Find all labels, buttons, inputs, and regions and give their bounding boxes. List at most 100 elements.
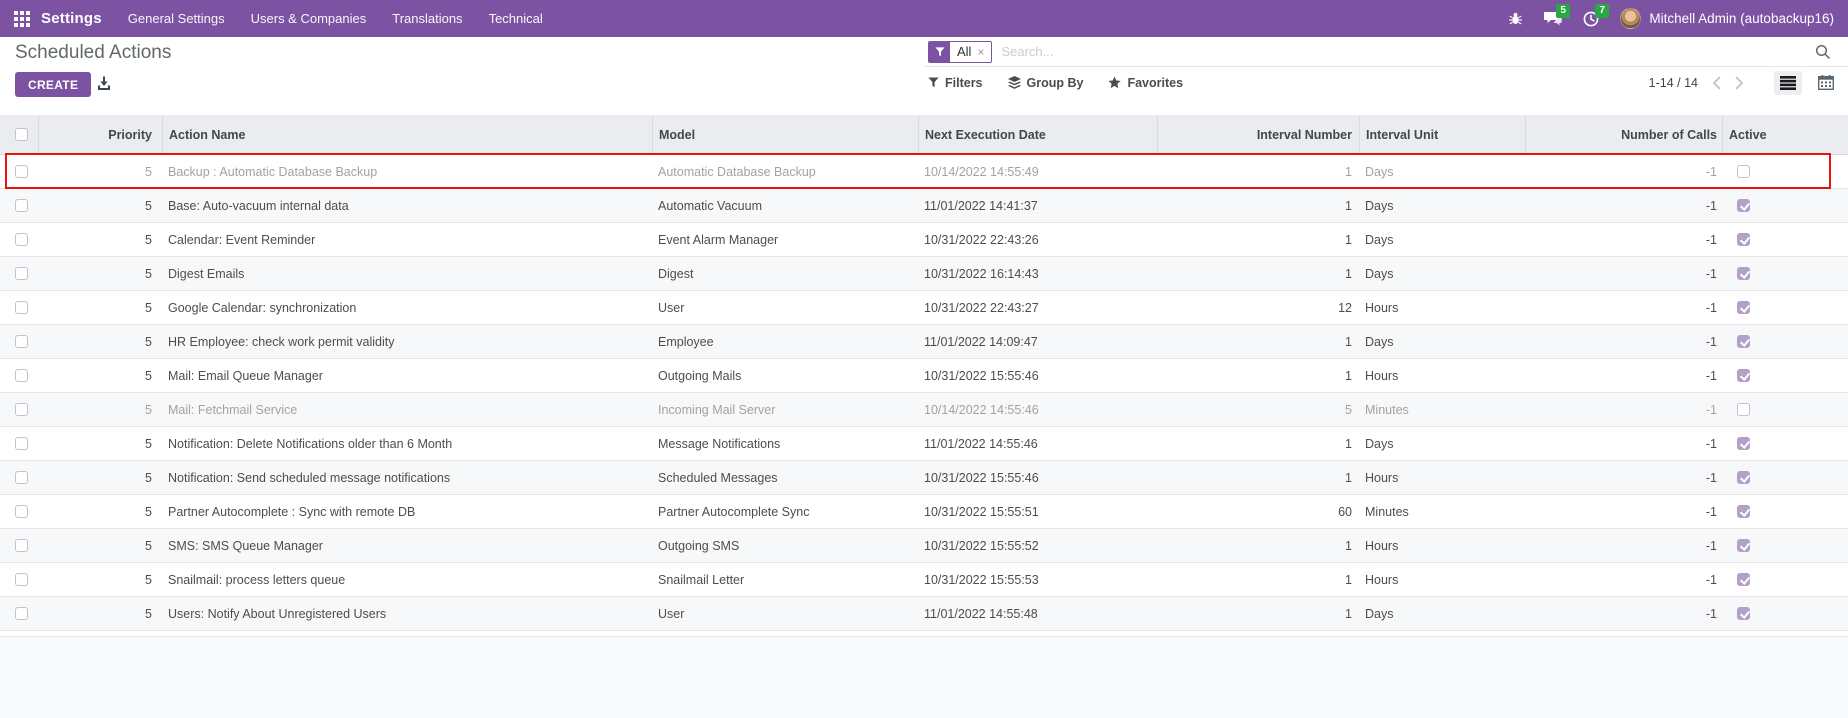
cell-interval-number[interactable]: 1 bbox=[1345, 436, 1352, 451]
column-header-interval-number[interactable]: Interval Number bbox=[1157, 115, 1359, 154]
create-button[interactable]: CREATE bbox=[15, 72, 92, 97]
table-row[interactable]: 5 Calendar: Event Reminder Event Alarm M… bbox=[0, 223, 1848, 257]
row-select-checkbox[interactable] bbox=[15, 471, 28, 484]
export-download-icon[interactable] bbox=[97, 76, 111, 90]
cell-active[interactable] bbox=[1722, 359, 1848, 392]
cell-active[interactable] bbox=[1722, 257, 1848, 290]
active-checkbox[interactable] bbox=[1737, 165, 1750, 178]
cell-model[interactable]: Scheduled Messages bbox=[658, 470, 778, 485]
row-select-cell[interactable] bbox=[0, 495, 38, 528]
cell-interval-number[interactable]: 1 bbox=[1345, 606, 1352, 621]
cell-model[interactable]: Outgoing Mails bbox=[658, 368, 742, 383]
row-select-checkbox[interactable] bbox=[15, 403, 28, 416]
table-row[interactable]: 5 Notification: Delete Notifications old… bbox=[0, 427, 1848, 461]
cell-active[interactable] bbox=[1722, 223, 1848, 256]
menu-users-companies[interactable]: Users & Companies bbox=[250, 11, 367, 26]
cell-active[interactable] bbox=[1722, 291, 1848, 324]
cell-number-of-calls[interactable]: -1 bbox=[1705, 436, 1717, 451]
filters-button[interactable]: Filters bbox=[928, 76, 983, 90]
cell-interval-number[interactable]: 1 bbox=[1345, 164, 1352, 179]
cell-action-name[interactable]: Partner Autocomplete : Sync with remote … bbox=[168, 504, 416, 519]
cell-action-name[interactable]: Google Calendar: synchronization bbox=[168, 300, 357, 315]
search-input[interactable]: Search... bbox=[1001, 44, 1054, 59]
active-checkbox[interactable] bbox=[1737, 471, 1750, 484]
debug-bug-icon[interactable] bbox=[1508, 11, 1523, 26]
table-row[interactable]: 5 Partner Autocomplete : Sync with remot… bbox=[0, 495, 1848, 529]
cell-number-of-calls[interactable]: -1 bbox=[1705, 402, 1717, 417]
row-select-cell[interactable] bbox=[0, 461, 38, 494]
cell-priority[interactable]: 5 bbox=[145, 606, 152, 621]
cell-interval-unit[interactable]: Hours bbox=[1365, 538, 1399, 553]
pager-previous-icon[interactable] bbox=[1712, 75, 1722, 90]
cell-action-name[interactable]: Notification: Send scheduled message not… bbox=[168, 470, 451, 485]
cell-interval-number[interactable]: 1 bbox=[1345, 368, 1352, 383]
cell-number-of-calls[interactable]: -1 bbox=[1705, 368, 1717, 383]
cell-number-of-calls[interactable]: -1 bbox=[1705, 232, 1717, 247]
row-select-checkbox[interactable] bbox=[15, 573, 28, 586]
cell-priority[interactable]: 5 bbox=[145, 402, 152, 417]
column-header-next-execution-date[interactable]: Next Execution Date bbox=[918, 115, 1157, 154]
cell-priority[interactable]: 5 bbox=[145, 266, 152, 281]
cell-priority[interactable]: 5 bbox=[145, 504, 152, 519]
cell-priority[interactable]: 5 bbox=[145, 300, 152, 315]
select-all-checkbox-cell[interactable] bbox=[0, 115, 38, 154]
search-bar[interactable]: All × Search... bbox=[925, 37, 1848, 67]
current-app-name[interactable]: Settings bbox=[41, 10, 102, 27]
cell-interval-unit[interactable]: Days bbox=[1365, 436, 1394, 451]
table-row[interactable]: 5 Notification: Send scheduled message n… bbox=[0, 461, 1848, 495]
active-checkbox[interactable] bbox=[1737, 539, 1750, 552]
cell-action-name[interactable]: Calendar: Event Reminder bbox=[168, 232, 316, 247]
cell-priority[interactable]: 5 bbox=[145, 334, 152, 349]
cell-interval-unit[interactable]: Days bbox=[1365, 334, 1394, 349]
messages-icon[interactable]: 5 bbox=[1544, 4, 1570, 26]
cell-interval-unit[interactable]: Hours bbox=[1365, 300, 1399, 315]
cell-priority[interactable]: 5 bbox=[145, 232, 152, 247]
cell-active[interactable] bbox=[1722, 155, 1848, 188]
user-menu[interactable]: Mitchell Admin (autobackup16) bbox=[1620, 8, 1834, 29]
cell-next-execution-date[interactable]: 10/14/2022 14:55:46 bbox=[924, 402, 1039, 417]
cell-interval-unit[interactable]: Hours bbox=[1365, 572, 1399, 587]
row-select-checkbox[interactable] bbox=[15, 267, 28, 280]
cell-interval-number[interactable]: 1 bbox=[1345, 470, 1352, 485]
table-row[interactable]: 5 Base: Auto-vacuum internal data Automa… bbox=[0, 189, 1848, 223]
active-checkbox[interactable] bbox=[1737, 199, 1750, 212]
group-by-button[interactable]: Group By bbox=[1007, 76, 1083, 90]
table-row[interactable]: 5 HR Employee: check work permit validit… bbox=[0, 325, 1848, 359]
cell-active[interactable] bbox=[1722, 189, 1848, 222]
cell-interval-number[interactable]: 1 bbox=[1345, 198, 1352, 213]
cell-interval-unit[interactable]: Days bbox=[1365, 266, 1394, 281]
cell-model[interactable]: Event Alarm Manager bbox=[658, 232, 779, 247]
active-checkbox[interactable] bbox=[1737, 301, 1750, 314]
column-header-interval-unit[interactable]: Interval Unit bbox=[1359, 115, 1525, 154]
cell-priority[interactable]: 5 bbox=[145, 436, 152, 451]
row-select-cell[interactable] bbox=[0, 427, 38, 460]
cell-next-execution-date[interactable]: 10/14/2022 14:55:49 bbox=[924, 164, 1039, 179]
table-row[interactable]: 5 Google Calendar: synchronization User … bbox=[0, 291, 1848, 325]
cell-action-name[interactable]: Mail: Email Queue Manager bbox=[168, 368, 323, 383]
active-checkbox[interactable] bbox=[1737, 267, 1750, 280]
column-header-active[interactable]: Active bbox=[1722, 115, 1848, 154]
cell-model[interactable]: Partner Autocomplete Sync bbox=[658, 504, 810, 519]
cell-action-name[interactable]: SMS: SMS Queue Manager bbox=[168, 538, 323, 553]
cell-priority[interactable]: 5 bbox=[145, 198, 152, 213]
cell-interval-unit[interactable]: Days bbox=[1365, 164, 1394, 179]
row-select-cell[interactable] bbox=[0, 597, 38, 630]
row-select-checkbox[interactable] bbox=[15, 539, 28, 552]
cell-interval-number[interactable]: 1 bbox=[1345, 232, 1352, 247]
cell-number-of-calls[interactable]: -1 bbox=[1705, 198, 1717, 213]
menu-technical[interactable]: Technical bbox=[488, 11, 543, 26]
cell-model[interactable]: Automatic Vacuum bbox=[658, 198, 762, 213]
cell-action-name[interactable]: Backup : Automatic Database Backup bbox=[168, 164, 378, 179]
row-select-checkbox[interactable] bbox=[15, 233, 28, 246]
table-row[interactable]: 5 Users: Notify About Unregistered Users… bbox=[0, 597, 1848, 631]
column-header-model[interactable]: Model bbox=[652, 115, 918, 154]
cell-model[interactable]: User bbox=[658, 606, 685, 621]
active-checkbox[interactable] bbox=[1737, 403, 1750, 416]
row-select-cell[interactable] bbox=[0, 325, 38, 358]
row-select-cell[interactable] bbox=[0, 291, 38, 324]
cell-interval-number[interactable]: 5 bbox=[1345, 402, 1352, 417]
active-checkbox[interactable] bbox=[1737, 573, 1750, 586]
row-select-checkbox[interactable] bbox=[15, 199, 28, 212]
cell-active[interactable] bbox=[1722, 597, 1848, 630]
column-header-priority[interactable]: Priority bbox=[38, 115, 162, 154]
